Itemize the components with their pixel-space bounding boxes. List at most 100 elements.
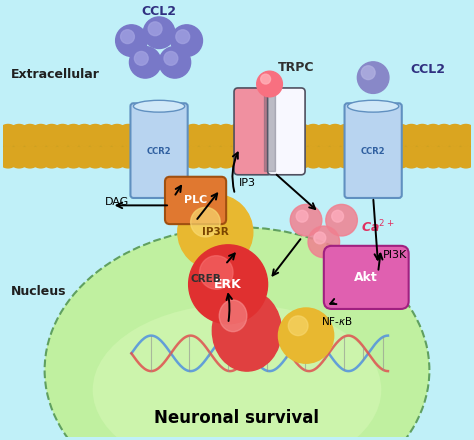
Circle shape (176, 30, 190, 44)
FancyBboxPatch shape (130, 103, 188, 198)
Circle shape (84, 146, 106, 168)
Circle shape (444, 125, 466, 146)
Circle shape (95, 125, 117, 146)
Text: PLC: PLC (184, 195, 207, 205)
Text: CREB: CREB (190, 275, 221, 284)
Circle shape (278, 308, 334, 363)
Circle shape (215, 125, 237, 146)
FancyBboxPatch shape (268, 88, 305, 175)
FancyBboxPatch shape (165, 177, 226, 224)
Circle shape (0, 146, 19, 168)
Circle shape (139, 125, 161, 146)
Circle shape (139, 146, 161, 168)
Text: IP3R: IP3R (202, 227, 228, 237)
Circle shape (296, 210, 308, 222)
Text: PI3K: PI3K (383, 250, 407, 260)
Circle shape (281, 146, 302, 168)
Circle shape (148, 22, 162, 36)
Circle shape (106, 146, 128, 168)
Circle shape (326, 205, 357, 236)
Circle shape (357, 125, 379, 146)
Circle shape (0, 125, 19, 146)
Text: Nucleus: Nucleus (11, 285, 66, 298)
Text: DAG: DAG (104, 198, 129, 207)
Circle shape (401, 125, 422, 146)
Circle shape (128, 125, 150, 146)
Circle shape (30, 146, 52, 168)
Circle shape (361, 66, 375, 80)
Circle shape (63, 125, 84, 146)
Bar (264, 92, 275, 171)
Text: CCR2: CCR2 (147, 147, 172, 156)
Circle shape (281, 125, 302, 146)
Circle shape (159, 47, 191, 78)
Circle shape (411, 146, 433, 168)
Circle shape (52, 125, 73, 146)
Circle shape (172, 146, 193, 168)
Circle shape (41, 146, 63, 168)
FancyBboxPatch shape (324, 246, 409, 309)
Text: Extracellular: Extracellular (11, 68, 100, 81)
Circle shape (84, 125, 106, 146)
Circle shape (302, 125, 324, 146)
Circle shape (248, 146, 270, 168)
Circle shape (270, 125, 292, 146)
Ellipse shape (45, 227, 429, 440)
FancyBboxPatch shape (345, 103, 402, 198)
Circle shape (401, 146, 422, 168)
Ellipse shape (93, 304, 381, 440)
Circle shape (161, 125, 182, 146)
Circle shape (172, 125, 193, 146)
Circle shape (164, 51, 178, 65)
Circle shape (313, 125, 335, 146)
Circle shape (346, 125, 368, 146)
Text: CCL2: CCL2 (142, 4, 176, 18)
Circle shape (346, 146, 368, 168)
Circle shape (182, 146, 204, 168)
Circle shape (135, 51, 148, 65)
Circle shape (259, 146, 281, 168)
Circle shape (150, 146, 172, 168)
Circle shape (368, 125, 390, 146)
Circle shape (204, 146, 226, 168)
Circle shape (357, 62, 389, 93)
Circle shape (357, 146, 379, 168)
Circle shape (226, 125, 248, 146)
Circle shape (455, 146, 474, 168)
Circle shape (117, 146, 139, 168)
Circle shape (422, 125, 444, 146)
Text: CCR2: CCR2 (361, 147, 385, 156)
Circle shape (332, 210, 344, 222)
Circle shape (41, 125, 63, 146)
Circle shape (120, 30, 135, 44)
Bar (3, 136, 471, 157)
Circle shape (390, 146, 411, 168)
Circle shape (270, 146, 292, 168)
Circle shape (63, 146, 84, 168)
Circle shape (411, 125, 433, 146)
Circle shape (302, 146, 324, 168)
Text: TRPC: TRPC (277, 61, 314, 74)
Text: Ca$^{2+}$: Ca$^{2+}$ (361, 219, 395, 235)
Circle shape (52, 146, 73, 168)
Circle shape (313, 146, 335, 168)
Circle shape (422, 146, 444, 168)
Circle shape (259, 125, 281, 146)
Circle shape (8, 125, 30, 146)
Ellipse shape (133, 100, 185, 112)
Circle shape (390, 125, 411, 146)
Circle shape (324, 125, 346, 146)
Ellipse shape (212, 290, 282, 371)
Text: ERK: ERK (214, 278, 242, 291)
Ellipse shape (347, 100, 399, 112)
Circle shape (19, 146, 41, 168)
Circle shape (292, 146, 313, 168)
Circle shape (30, 125, 52, 146)
Text: Neuronal survival: Neuronal survival (155, 409, 319, 427)
Circle shape (433, 146, 455, 168)
Circle shape (128, 146, 150, 168)
Circle shape (444, 146, 466, 168)
Circle shape (368, 146, 390, 168)
Circle shape (129, 47, 161, 78)
Circle shape (193, 146, 215, 168)
